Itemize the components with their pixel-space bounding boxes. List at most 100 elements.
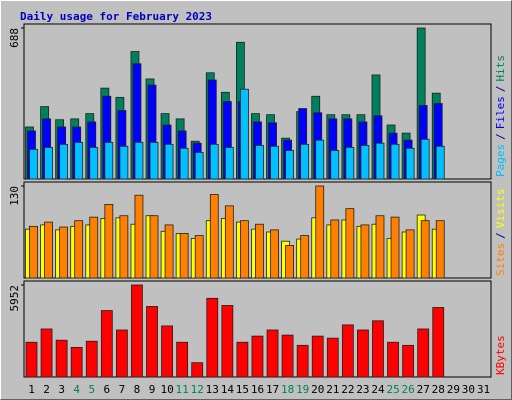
bar	[44, 146, 53, 180]
bar	[315, 185, 325, 279]
x-tick-label: 30	[462, 383, 475, 396]
bar	[179, 233, 189, 279]
x-tick-label: 25	[386, 383, 399, 396]
legend-entry: Files	[494, 96, 507, 129]
bar	[131, 284, 143, 378]
y-tick-label: 688	[8, 28, 21, 48]
legend-separator: /	[494, 86, 507, 93]
bar	[44, 221, 53, 279]
bar	[405, 229, 415, 279]
bar	[300, 143, 310, 180]
x-tick-label: 26	[402, 383, 415, 396]
bar	[387, 341, 399, 378]
bar	[74, 220, 84, 279]
x-tick-label: 29	[447, 383, 460, 396]
bar	[89, 146, 99, 180]
x-tick-label: 2	[43, 383, 50, 396]
bar	[326, 337, 339, 378]
legend-separator: /	[494, 133, 507, 140]
bar	[74, 141, 84, 180]
bar	[25, 341, 38, 378]
x-tick-label: 24	[371, 383, 385, 396]
bar	[405, 147, 415, 180]
x-tick-label: 9	[149, 383, 156, 396]
x-tick-label: 4	[73, 383, 80, 396]
chart-title: Daily usage for February 2023	[20, 10, 212, 23]
y-tick-label: 5952	[8, 285, 21, 312]
legend-entry: Hits	[494, 55, 507, 82]
bar	[360, 145, 370, 180]
x-tick-label: 8	[134, 383, 141, 396]
x-tick-label: 15	[236, 383, 249, 396]
bar	[417, 328, 430, 378]
x-tick-label: 11	[176, 383, 189, 396]
bar	[236, 341, 249, 378]
x-tick-label: 23	[356, 383, 369, 396]
legend-entry: Sites	[494, 243, 507, 276]
legend: Sites / Visits	[494, 189, 507, 277]
bar	[420, 138, 430, 180]
x-tick-label: 31	[477, 383, 490, 396]
bar	[345, 208, 355, 279]
bar	[300, 235, 310, 279]
bar	[311, 335, 324, 378]
bar	[330, 219, 340, 279]
bar	[341, 324, 354, 378]
bar	[330, 150, 340, 180]
x-tick-label: 12	[191, 383, 204, 396]
bar	[270, 229, 279, 279]
bar	[345, 146, 355, 180]
bar	[146, 306, 158, 378]
bar	[164, 224, 174, 279]
bar	[59, 143, 69, 180]
bar	[59, 226, 69, 279]
bar	[360, 224, 370, 279]
bar	[240, 88, 249, 180]
bar	[266, 329, 279, 378]
bar	[255, 145, 264, 180]
bar	[435, 220, 445, 279]
legend-separator: /	[494, 232, 507, 239]
bar	[149, 141, 159, 180]
bar	[285, 245, 294, 279]
x-tick-label: 21	[326, 383, 339, 396]
bar	[402, 344, 415, 378]
x-tick-label: 5	[88, 383, 95, 396]
bar	[119, 215, 129, 279]
bar	[281, 334, 294, 378]
bar	[390, 216, 400, 279]
bar	[191, 362, 204, 378]
legend-entry: KBytes	[494, 335, 507, 375]
bar	[432, 307, 445, 378]
bar	[372, 320, 384, 378]
bar	[85, 340, 98, 378]
x-tick-label: 6	[104, 383, 111, 396]
bar	[100, 310, 113, 378]
legend: KBytes	[494, 335, 507, 375]
bar	[224, 146, 234, 180]
bar	[134, 141, 144, 180]
bar	[164, 143, 174, 180]
bar	[375, 142, 385, 180]
bar	[115, 329, 128, 378]
bar	[221, 305, 234, 378]
bar	[104, 141, 114, 180]
bar	[251, 335, 264, 378]
bar	[209, 194, 219, 279]
bar	[296, 344, 309, 378]
y-tick-label: 130	[8, 186, 21, 206]
bar	[209, 143, 219, 180]
bar	[40, 328, 53, 378]
x-tick-label: 22	[341, 383, 354, 396]
x-tick-label: 7	[119, 383, 126, 396]
bar	[176, 341, 189, 378]
bar	[119, 145, 129, 180]
bar	[29, 148, 38, 180]
x-tick-label: 3	[58, 383, 65, 396]
x-tick-label: 27	[417, 383, 430, 396]
bar	[161, 325, 173, 378]
bar	[134, 194, 144, 279]
x-tick-label: 16	[251, 383, 264, 396]
